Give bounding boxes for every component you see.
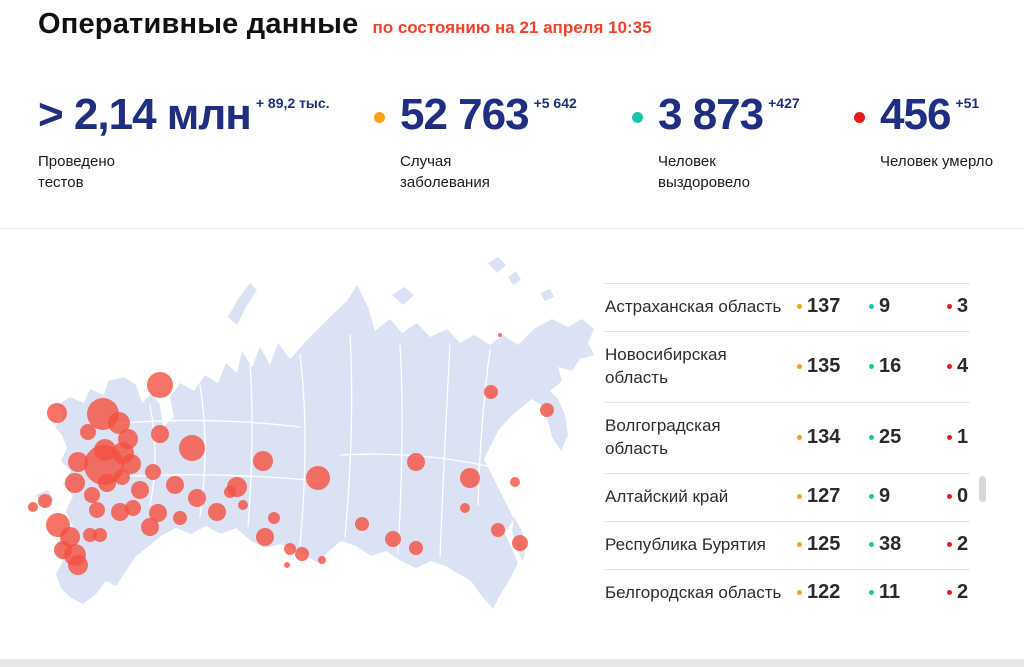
region-recovered: 16 [869, 355, 947, 378]
russia-cases-map[interactable] [0, 255, 600, 660]
region-row[interactable]: Астраханская область 137 9 3 [605, 283, 970, 331]
stat-recovered-label: Человек выздоровело [658, 153, 750, 191]
deaths-dot-icon [947, 542, 952, 547]
stat-deaths: 456 +51 Человек умерло [854, 90, 994, 172]
recovered-dot-icon [869, 590, 874, 595]
recovered-dot-icon [632, 112, 643, 123]
region-deaths: 3 [947, 295, 970, 318]
region-deaths: 2 [947, 533, 970, 556]
region-name: Новосибирская область [605, 345, 727, 387]
deaths-dot-icon [947, 363, 952, 369]
recovered-dot-icon [869, 363, 874, 369]
region-name: Волгоградская область [605, 416, 721, 458]
region-recovered: 38 [869, 533, 947, 556]
region-deaths: 1 [947, 426, 970, 449]
recovered-dot-icon [869, 304, 874, 309]
region-row[interactable]: Волгоградская область 134 25 1 [605, 402, 970, 473]
stat-tests-label: Проведено тестов [38, 153, 115, 191]
cases-dot-icon [797, 590, 802, 595]
region-deaths: 2 [947, 581, 970, 604]
region-cases: 134 [797, 426, 869, 449]
bottom-edge-bar [0, 659, 1024, 667]
stat-cases-value: 52 763 [400, 90, 530, 139]
stat-cases-delta: +5 642 [533, 95, 577, 111]
russia-landmass [36, 257, 594, 609]
region-row[interactable]: Новосибирская область 135 16 4 [605, 331, 970, 402]
region-deaths: 4 [947, 355, 970, 378]
region-row[interactable]: Белгородская область 122 11 2 [605, 569, 970, 617]
region-row[interactable]: Республика Бурятия 125 38 2 [605, 521, 970, 569]
deaths-dot-icon [947, 304, 952, 309]
region-name: Республика Бурятия [605, 535, 766, 554]
case-bubbles [28, 333, 554, 575]
stat-recovered: 3 873 +427 Человек выздоровело [632, 90, 800, 193]
page-title: Оперативные данные [38, 8, 359, 40]
stat-deaths-delta: +51 [955, 95, 980, 111]
cases-dot-icon [797, 494, 802, 499]
region-name: Астраханская область [605, 297, 782, 316]
deaths-dot-icon [947, 494, 952, 499]
deaths-dot-icon [947, 434, 952, 440]
recovered-dot-icon [869, 542, 874, 547]
region-name: Белгородская область [605, 583, 782, 602]
region-row[interactable]: Алтайский край 127 9 0 [605, 473, 970, 521]
cases-dot-icon [374, 112, 385, 123]
stat-deaths-value: 456 [880, 90, 951, 139]
deaths-dot-icon [947, 590, 952, 595]
as-of-timestamp: по состоянию на 21 апреля 10:35 [372, 18, 652, 37]
recovered-dot-icon [869, 494, 874, 499]
stat-recovered-value: 3 873 [658, 90, 764, 139]
cases-dot-icon [797, 434, 802, 440]
header: Оперативные данные по состоянию на 21 ап… [38, 8, 652, 41]
stat-tests: > 2,14 млн + 89,2 тыс. Проведено тестов [38, 93, 330, 193]
region-cases: 135 [797, 355, 869, 378]
stat-tests-value: > 2,14 млн [38, 90, 252, 139]
section-divider [0, 228, 1024, 229]
region-recovered: 9 [869, 295, 947, 318]
stat-cases-label: Случая заболевания [400, 153, 490, 191]
region-name: Алтайский край [605, 487, 729, 506]
stat-recovered-delta: +427 [768, 95, 800, 111]
cases-dot-icon [797, 363, 802, 369]
region-cases: 125 [797, 533, 869, 556]
stat-cases: 52 763 +5 642 Случая заболевания [374, 90, 577, 193]
stat-deaths-label: Человек умерло [880, 153, 994, 170]
region-cases: 122 [797, 581, 869, 604]
region-recovered: 11 [869, 581, 947, 604]
region-cases: 137 [797, 295, 869, 318]
stat-tests-delta: + 89,2 тыс. [255, 95, 330, 111]
region-deaths: 0 [947, 485, 970, 508]
table-scrollbar-thumb[interactable] [979, 476, 986, 502]
cases-dot-icon [797, 304, 802, 309]
region-recovered: 9 [869, 485, 947, 508]
region-cases: 127 [797, 485, 869, 508]
cases-dot-icon [797, 542, 802, 547]
region-recovered: 25 [869, 426, 947, 449]
recovered-dot-icon [869, 434, 874, 440]
deaths-dot-icon [854, 112, 865, 123]
regions-table[interactable]: Астраханская область 137 9 3 Новосибирск… [605, 283, 970, 617]
